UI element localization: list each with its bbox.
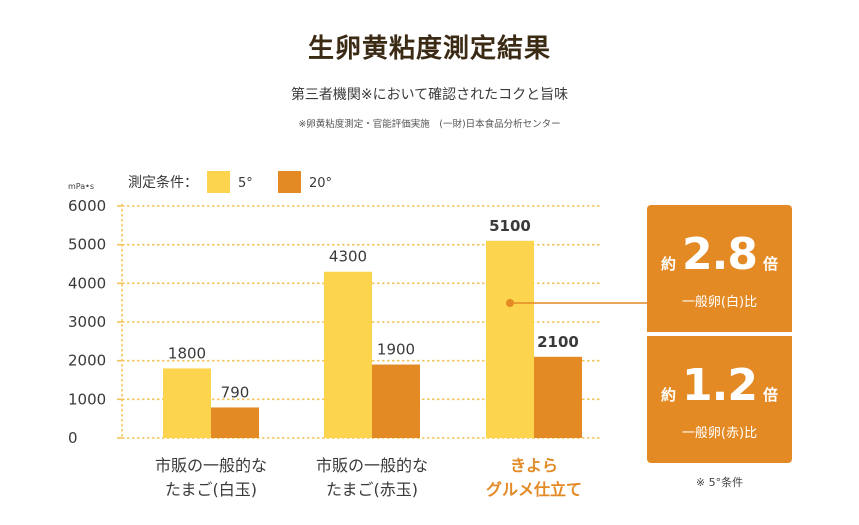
badge-suffix: 倍 bbox=[762, 255, 778, 273]
ratio-badge-white: 約 2.8 倍 一般卵(白)比 bbox=[647, 205, 792, 332]
badge-prefix: 約 bbox=[661, 255, 677, 273]
y-tick-label: 3000 bbox=[68, 313, 106, 331]
bar-value-label: 5100 bbox=[489, 217, 531, 235]
legend-swatch bbox=[278, 171, 301, 193]
legend-label: 5° bbox=[238, 176, 253, 191]
bar bbox=[534, 356, 582, 438]
bar-value-label: 790 bbox=[221, 383, 250, 401]
y-tick-label: 5000 bbox=[68, 236, 106, 254]
y-tick-label: 6000 bbox=[68, 197, 106, 215]
x-category-label: きよら bbox=[510, 456, 558, 475]
bar-value-label: 1900 bbox=[377, 341, 415, 359]
badge-ratio: 2.8 bbox=[682, 229, 758, 280]
badge-ratio: 1.2 bbox=[682, 360, 758, 411]
y-tick-label: 4000 bbox=[68, 274, 106, 292]
badge-footnote: ※ 5°条件 bbox=[695, 476, 744, 489]
bar bbox=[372, 364, 420, 438]
chart-note: ※卵黄粘度測定・官能評価実施 (一財)日本食品分析センター bbox=[298, 119, 561, 130]
y-tick-label: 0 bbox=[68, 429, 78, 447]
callout-dot bbox=[506, 299, 514, 307]
y-axis-unit: mPa•s bbox=[68, 182, 94, 191]
ratio-badge-brown: 約 1.2 倍 一般卵(赤)比 bbox=[647, 336, 792, 463]
bar-value-label: 1800 bbox=[168, 344, 206, 362]
bar bbox=[163, 368, 211, 438]
x-category-label: グルメ仕立て bbox=[486, 480, 582, 499]
x-category-label: 市販の一般的な bbox=[316, 456, 428, 475]
x-category-label: たまご(赤玉) bbox=[326, 480, 418, 499]
x-category-label: 市販の一般的な bbox=[155, 456, 267, 475]
legend-title: 測定条件： bbox=[128, 174, 198, 191]
y-tick-label: 1000 bbox=[68, 390, 106, 408]
y-tick-label: 2000 bbox=[68, 352, 106, 370]
bar-value-label: 2100 bbox=[537, 333, 579, 351]
legend-swatch bbox=[207, 171, 230, 193]
bar bbox=[486, 240, 534, 438]
bar bbox=[211, 407, 259, 438]
badge-prefix: 約 bbox=[661, 386, 677, 404]
bar bbox=[324, 271, 372, 438]
x-category-label: たまご(白玉) bbox=[165, 480, 257, 499]
badge-suffix: 倍 bbox=[762, 386, 778, 404]
badge-caption: 一般卵(赤)比 bbox=[681, 426, 758, 441]
chart-title: 生卵黄粘度測定結果 bbox=[307, 34, 551, 64]
bar-value-label: 4300 bbox=[329, 248, 367, 266]
chart-subtitle: 第三者機関※において確認されたコクと旨味 bbox=[290, 87, 569, 103]
legend-label: 20° bbox=[309, 176, 332, 191]
badge-caption: 一般卵(白)比 bbox=[681, 295, 758, 310]
